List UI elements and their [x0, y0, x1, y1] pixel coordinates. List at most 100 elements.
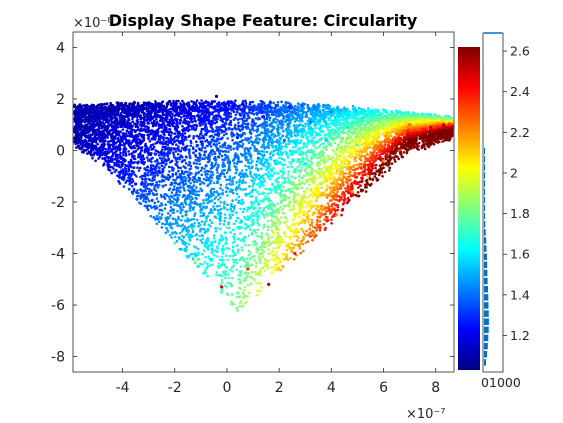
histogram-bar-16	[484, 229, 486, 236]
data-point-53	[376, 123, 380, 127]
data-point-23	[220, 285, 224, 289]
y-tick-label: -2	[51, 195, 65, 211]
data-point-42	[319, 182, 323, 186]
histogram-bar-1	[484, 351, 488, 358]
histogram-bar-23	[484, 172, 485, 179]
data-point-61	[418, 130, 422, 135]
data-points	[79, 94, 453, 289]
data-point-54	[381, 159, 386, 163]
histogram-bar-17	[484, 221, 486, 228]
histogram-bar-6	[484, 310, 489, 317]
data-point-43	[324, 138, 328, 142]
histogram-bar-13	[484, 253, 487, 260]
y-tick-label: 2	[56, 92, 65, 108]
x-tick-label: 2	[275, 380, 284, 396]
colorbar-tick-label: 1.6	[510, 247, 530, 262]
data-point-12	[162, 128, 166, 132]
histogram-bar-18	[484, 212, 485, 220]
histogram-bar-3	[484, 334, 489, 342]
data-point-24	[225, 226, 229, 230]
data-point-48	[350, 190, 354, 194]
data-point-40	[308, 120, 313, 124]
data-point-10	[152, 215, 156, 220]
data-point-6	[128, 102, 132, 106]
data-point-27	[241, 102, 245, 106]
data-point-19	[199, 210, 203, 214]
data-point-46	[340, 166, 344, 171]
data-point-59	[408, 123, 412, 127]
histogram-bar-11	[484, 269, 488, 277]
y-exponent-label: ×10⁻⁸	[73, 16, 113, 31]
histogram-bars	[484, 147, 489, 366]
data-point-17	[188, 112, 192, 116]
y-tick-label: -8	[51, 350, 65, 366]
data-point-39	[303, 161, 307, 165]
data-point-37	[293, 251, 297, 256]
data-point-11	[157, 169, 161, 173]
data-point-13	[168, 99, 172, 104]
data-point-52	[371, 136, 375, 140]
data-point-18	[194, 259, 198, 263]
histogram-bar-20	[484, 196, 485, 204]
histogram-bar-10	[484, 277, 488, 285]
y-tick-label: 0	[56, 143, 65, 159]
data-point-45	[335, 213, 339, 217]
data-point-16	[183, 146, 187, 150]
data-point-56	[392, 120, 396, 124]
data-point-41	[314, 233, 318, 238]
x-tick-label: 8	[431, 380, 440, 396]
colorbar-tick-label: 1.4	[510, 287, 530, 302]
colorbar-tick-label: 2.4	[510, 84, 530, 99]
data-point-55	[387, 133, 391, 137]
chart-title: Display Shape Feature: Circularity	[109, 11, 418, 30]
data-point-44	[329, 110, 333, 114]
data-point-20	[204, 164, 208, 168]
histogram-bar-7	[484, 302, 489, 309]
data-point-1	[89, 115, 93, 119]
histogram-bar-9	[484, 286, 488, 293]
colorbar-tick-label: 2	[510, 165, 518, 180]
histogram-tick-0: 0	[481, 375, 489, 390]
data-point-35	[282, 138, 286, 142]
data-point-66	[449, 128, 453, 132]
data-point-47	[345, 125, 349, 129]
colorbar-tick-label: 2.2	[510, 125, 530, 140]
y-tick-label: -6	[51, 298, 65, 314]
data-point-62	[423, 138, 427, 142]
data-point-3	[107, 107, 112, 111]
data-point-9	[147, 110, 151, 114]
data-point-32	[267, 282, 271, 286]
colorbar-ticks: 2.6 2.4 2.2 2 1.8 1.6 1.4 1.2	[503, 44, 530, 343]
histogram-bar-26	[484, 147, 485, 155]
data-point-31	[261, 115, 266, 119]
x-tick-label: 4	[327, 380, 336, 396]
data-point-5	[121, 120, 125, 124]
x-axis: -4 -2 0 2 4 6 8	[116, 32, 440, 396]
data-point-33	[272, 231, 276, 235]
histogram-bar-21	[484, 188, 485, 195]
data-point-14	[173, 241, 177, 245]
data-point-63	[428, 125, 433, 129]
data-point-49	[355, 143, 359, 147]
histogram-tick-1000: 1000	[489, 375, 521, 390]
histogram-bar-0	[484, 359, 486, 366]
histogram-bar-22	[484, 180, 485, 187]
data-point-58	[402, 133, 406, 137]
histogram-bar-14	[484, 245, 487, 252]
data-point-22	[214, 94, 219, 98]
data-point-50	[361, 118, 365, 122]
data-point-30	[256, 156, 260, 160]
colorbar	[458, 47, 480, 370]
data-point-65	[442, 123, 446, 127]
data-point-15	[178, 190, 182, 194]
x-tick-label: 6	[379, 380, 388, 396]
histogram-bar-4	[484, 326, 489, 334]
histogram-bar-5	[484, 318, 489, 325]
data-point-57	[397, 148, 401, 153]
colorbar-tick-label: 1.2	[510, 328, 530, 343]
data-point-7	[134, 182, 138, 186]
histogram-bar-24	[484, 164, 485, 171]
data-point-0	[79, 120, 83, 124]
data-point-2	[100, 133, 104, 137]
